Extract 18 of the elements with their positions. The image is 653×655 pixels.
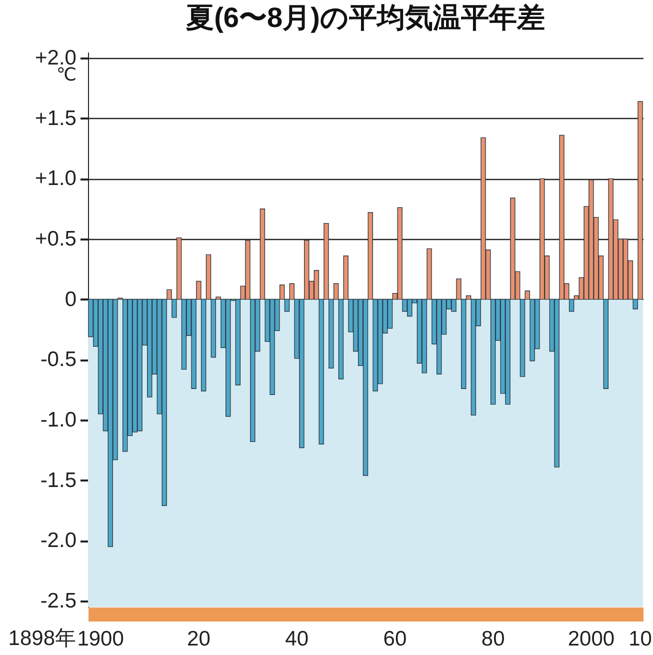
y-tick-label: 0 (64, 288, 76, 311)
y-tick-label: +0.5 (35, 228, 76, 251)
x-tick-label: 2000 (568, 628, 615, 650)
x-tick-label: 20 (187, 628, 210, 650)
y-tick-label: -0.5 (40, 348, 76, 372)
y-tick-label: +1.5 (35, 106, 76, 130)
y-tick-label: -2.0 (40, 529, 76, 552)
chart-title: 夏(6〜8月)の平均気温平年差 (185, 2, 545, 34)
y-tick-label: +1.0 (35, 167, 76, 190)
y-tick-label: -1.0 (40, 408, 76, 432)
x-tick-label: 10 (628, 628, 652, 650)
x-tick-label: 80 (481, 628, 505, 650)
x-tick-label: 1900 (77, 628, 124, 650)
x-tick-label: 40 (285, 628, 308, 650)
x-tick-label: 60 (383, 628, 407, 650)
y-tick-label: -1.5 (40, 468, 76, 492)
text: 1898年 (8, 627, 76, 650)
y-tick-label: -2.5 (40, 589, 76, 612)
